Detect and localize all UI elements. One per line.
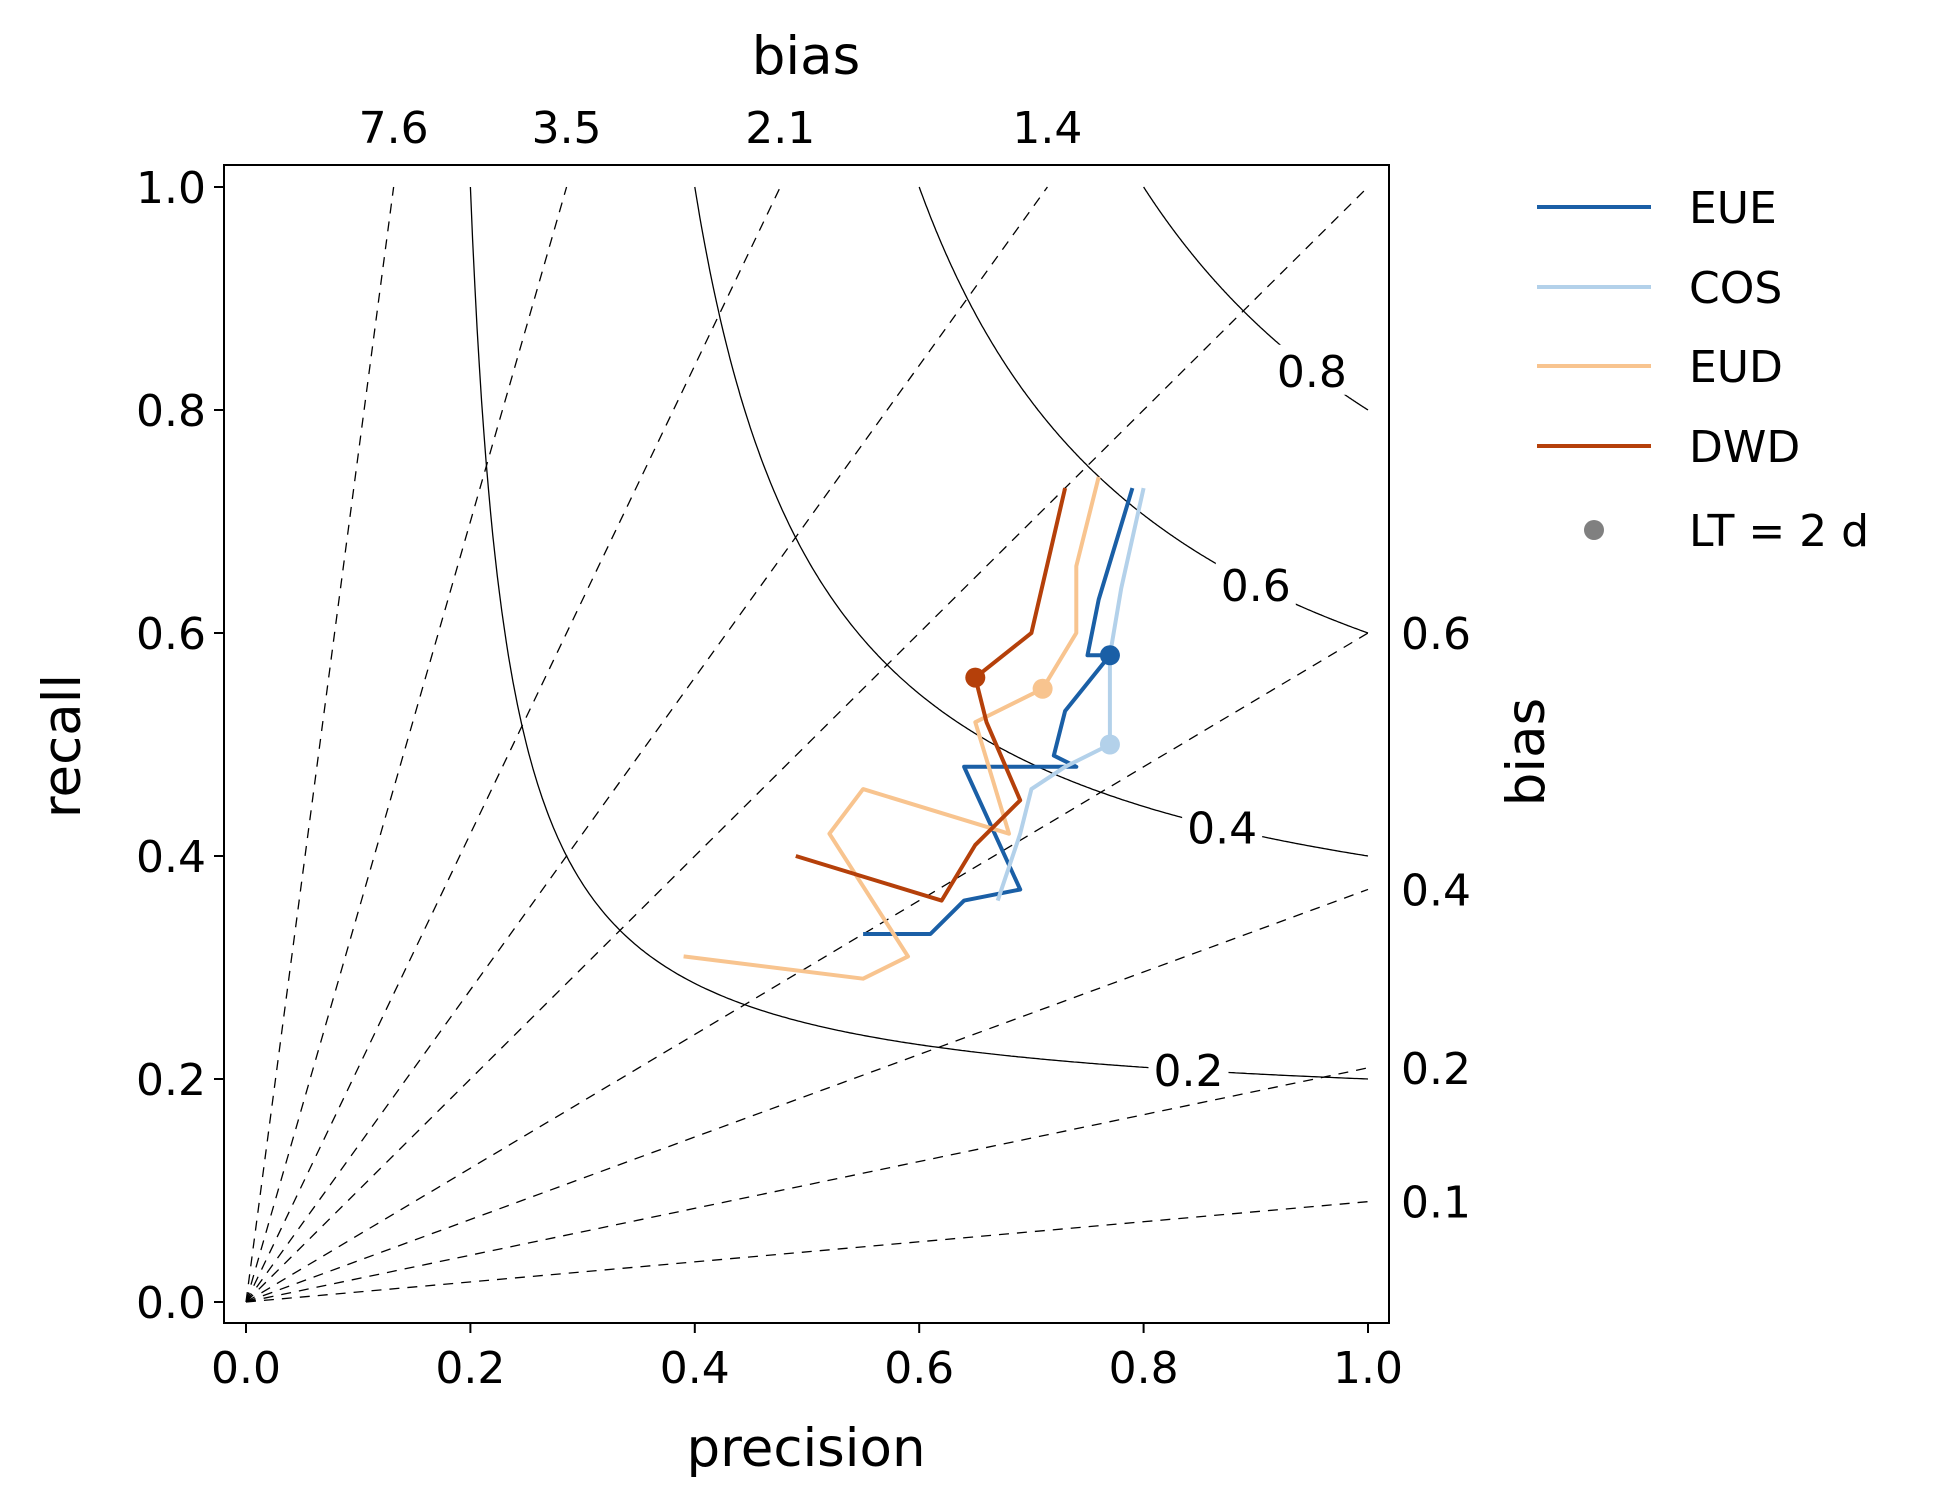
legend-label-dwd: DWD [1689,422,1800,473]
right-bias-tick-5: 0.6 [1401,609,1471,660]
csi-contour-label-2: 0.6 [1221,561,1291,612]
y-axis-ticks: 0.0 0.2 0.4 0.6 0.8 1.0 [136,163,224,1329]
right-bias-tick-6: 0.4 [1401,865,1471,916]
x-axis-label: precision [686,1418,925,1479]
right-bias-tick-8: 0.1 [1401,1178,1471,1229]
bias-line-3 [245,186,1048,1303]
csi-contour-label-bg-0 [1148,1044,1229,1095]
csi-contour-label-0: 0.2 [1153,1046,1223,1097]
x-tick-label-5: 1.0 [1333,1343,1403,1394]
legend-label-cos: COS [1689,263,1782,314]
series-line-eue [863,487,1135,936]
top-bias-tick-2: 2.1 [745,103,815,154]
top-bias-tick-3: 1.4 [1012,103,1082,154]
bias-line-1 [245,186,568,1303]
series-line-dwd [795,487,1068,903]
bias-line-6 [245,888,1369,1303]
top-axis-label: bias [752,26,860,87]
bias-line-7 [245,1067,1369,1303]
csi-contour-label-1: 0.4 [1187,804,1257,855]
legend-label-eud: EUD [1689,342,1783,393]
plot-frame [223,164,1390,1324]
y-tick-label-1: 0.2 [136,1055,206,1106]
series-line-cos [995,487,1146,902]
y-tick-label-0: 0.0 [136,1278,206,1329]
top-bias-ticks: 7.6 3.5 2.1 1.4 [359,103,1083,154]
csi-contour-labels: 0.2 0.4 0.6 0.8 [1148,344,1352,1097]
legend-label-lt: LT = 2 d [1689,506,1869,557]
csi-contour-label-3: 0.8 [1277,347,1347,398]
y-tick-label-2: 0.4 [136,832,206,883]
top-bias-tick-1: 3.5 [532,103,602,154]
right-bias-tick-7: 0.2 [1401,1044,1471,1095]
series-marker-eue [1099,645,1120,666]
y-axis-label: recall [32,674,93,818]
legend: EUE COS EUD DWD LT = 2 d [1537,183,1869,557]
csi-contour-label-bg-3 [1271,344,1352,395]
y-tick-label-4: 0.8 [136,386,206,437]
right-bias-ticks: 0.6 0.4 0.2 0.1 [1401,609,1471,1229]
bias-line-5 [245,632,1369,1303]
bias-line-4 [245,186,1369,1303]
top-bias-tick-0: 7.6 [359,103,429,154]
series-marker-dwd [965,667,986,688]
y-tick-label-3: 0.6 [136,609,206,660]
series-markers [965,645,1120,755]
right-axis-label: bias [1496,698,1557,806]
x-axis-ticks: 0.0 0.2 0.4 0.6 0.8 1.0 [211,1323,1403,1394]
legend-marker-lt [1584,520,1604,540]
bias-line-2 [245,186,781,1303]
csi-contour-label-bg-2 [1215,559,1296,610]
bias-line-8 [245,1201,1369,1303]
x-tick-label-0: 0.0 [211,1343,281,1394]
x-tick-label-1: 0.2 [435,1343,505,1394]
series-lines [683,476,1146,981]
x-tick-label-2: 0.4 [660,1343,730,1394]
series-marker-cos [1099,734,1120,755]
bias-line-0 [245,186,395,1303]
series-line-eud [683,476,1101,981]
x-tick-label-3: 0.6 [884,1343,954,1394]
legend-label-eue: EUE [1689,183,1777,234]
x-tick-label-4: 0.8 [1109,1343,1179,1394]
series-marker-eud [1032,678,1053,699]
bias-lines [245,186,1369,1303]
y-tick-label-5: 1.0 [136,163,206,214]
csi-contour-label-bg-1 [1182,801,1263,852]
